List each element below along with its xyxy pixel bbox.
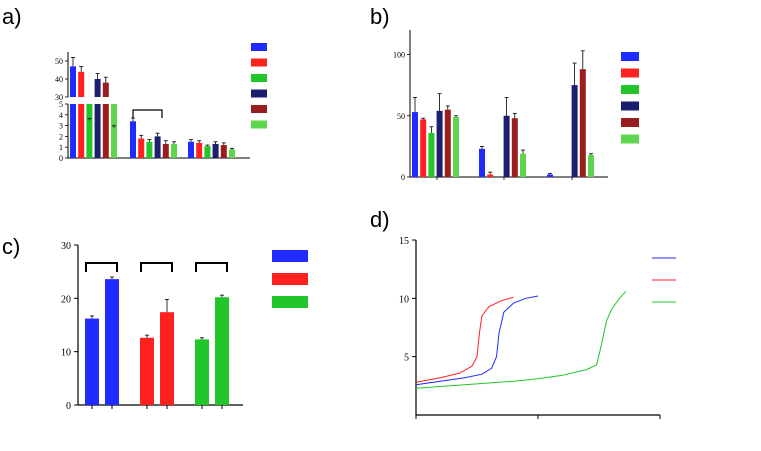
bar-lightgreen: [229, 149, 235, 158]
y-tick-label: 2: [59, 132, 63, 141]
bar-red: [78, 71, 85, 97]
bar-red: [487, 174, 494, 177]
bar-red: [138, 138, 145, 158]
legend-swatch-green: [251, 74, 267, 82]
bar-green: [428, 132, 435, 177]
legend-swatch-red: [272, 273, 308, 285]
y-tick-label: 10: [61, 348, 71, 359]
bar-red: [196, 142, 203, 158]
legend-swatch-navy: [251, 89, 267, 98]
chart-b: 0 50 100: [393, 30, 639, 182]
bar-green: [215, 297, 229, 405]
bar-blue-lower: [70, 104, 76, 158]
bar-darkred: [579, 69, 586, 177]
y-tick-label: 50: [397, 112, 405, 121]
y-tick-label: 0: [66, 401, 71, 412]
bar-navy: [503, 115, 510, 177]
bar-navy-lower: [94, 104, 101, 158]
legend-swatch-darkred: [621, 118, 639, 127]
panel-label-a: a): [2, 4, 22, 29]
panel-label-b: b): [370, 4, 390, 29]
significance-bracket: [85, 262, 118, 272]
legend-swatch-darkred: [251, 105, 267, 113]
y-tick-label: 30: [61, 241, 71, 252]
panel-label-c: c): [2, 234, 20, 259]
y-tick-label: 4: [59, 111, 63, 120]
legend-swatch-navy: [621, 101, 639, 111]
bar-navy: [436, 110, 443, 177]
bar-lightgreen: [588, 154, 594, 177]
bar-navy: [154, 136, 161, 158]
bar-navy: [571, 85, 578, 177]
bar-darkred: [220, 145, 227, 158]
legend-swatch-green: [272, 296, 308, 308]
bar-darkred: [102, 82, 109, 97]
series-line-g5s5: [415, 296, 514, 383]
significance-bracket: [140, 262, 173, 272]
y-tick-label: 1: [59, 143, 63, 152]
y-tick-label: 0: [59, 154, 63, 163]
bar-lightgreen-lower: [111, 104, 117, 158]
bar-red: [420, 119, 427, 177]
bar-blue: [188, 141, 194, 158]
y-tick-label: 100: [393, 51, 405, 60]
y-tick-label: 15: [399, 236, 409, 247]
y-tick-label: 40: [55, 75, 63, 84]
bar-blue: [412, 112, 418, 177]
bar-blue: [479, 148, 485, 177]
y-tick-label: 5: [59, 100, 63, 109]
bar-red: [160, 312, 174, 405]
legend-swatch-blue: [251, 43, 267, 51]
legend-swatch-lightgreen: [621, 134, 639, 144]
bar-blue: [70, 66, 76, 97]
bar-navy: [212, 143, 219, 158]
bar-lightgreen: [520, 153, 526, 177]
bar-green: [204, 146, 211, 158]
bar-darkred: [444, 109, 451, 177]
bar-darkred: [162, 143, 169, 158]
legend-swatch-red: [251, 58, 267, 67]
series-line-g10s5: [415, 290, 627, 389]
legend-swatch-blue: [621, 52, 639, 61]
bar-navy: [94, 79, 101, 97]
significance-bracket: [195, 262, 228, 272]
bar-green: [195, 339, 209, 405]
bar-darkred: [511, 118, 518, 177]
panel-label-d: d): [370, 207, 390, 232]
legend-swatch-green: [621, 85, 639, 94]
legend-swatch-blue: [272, 250, 308, 262]
bar-green-lower: [86, 104, 93, 158]
y-tick-label: 3: [59, 122, 63, 131]
series-line-g1s5: [415, 295, 539, 386]
y-tick-label: 20: [61, 294, 71, 305]
y-tick-label: 30: [55, 93, 63, 102]
bar-red-lower: [78, 104, 85, 158]
y-tick-label: 0: [401, 173, 405, 182]
legend-swatch-red: [621, 68, 639, 78]
significance-bracket: [132, 109, 163, 118]
y-tick-label: 5: [404, 353, 409, 364]
bar-lightgreen: [453, 116, 459, 177]
chart-c: 0 10 20 30: [61, 241, 308, 412]
bar-lightgreen: [171, 143, 177, 158]
bar-blue: [105, 279, 119, 405]
legend-swatch-lightgreen: [251, 120, 267, 129]
y-tick-label: 50: [55, 57, 63, 66]
y-tick-label: 10: [399, 294, 409, 305]
bar-blue: [130, 121, 136, 158]
bar-darkred-lower: [102, 104, 109, 158]
bar-blue: [547, 174, 553, 177]
bar-green: [146, 141, 153, 158]
bar-blue: [85, 318, 99, 405]
chart-d: 5 10 15: [399, 236, 676, 419]
bar-red: [140, 337, 154, 405]
